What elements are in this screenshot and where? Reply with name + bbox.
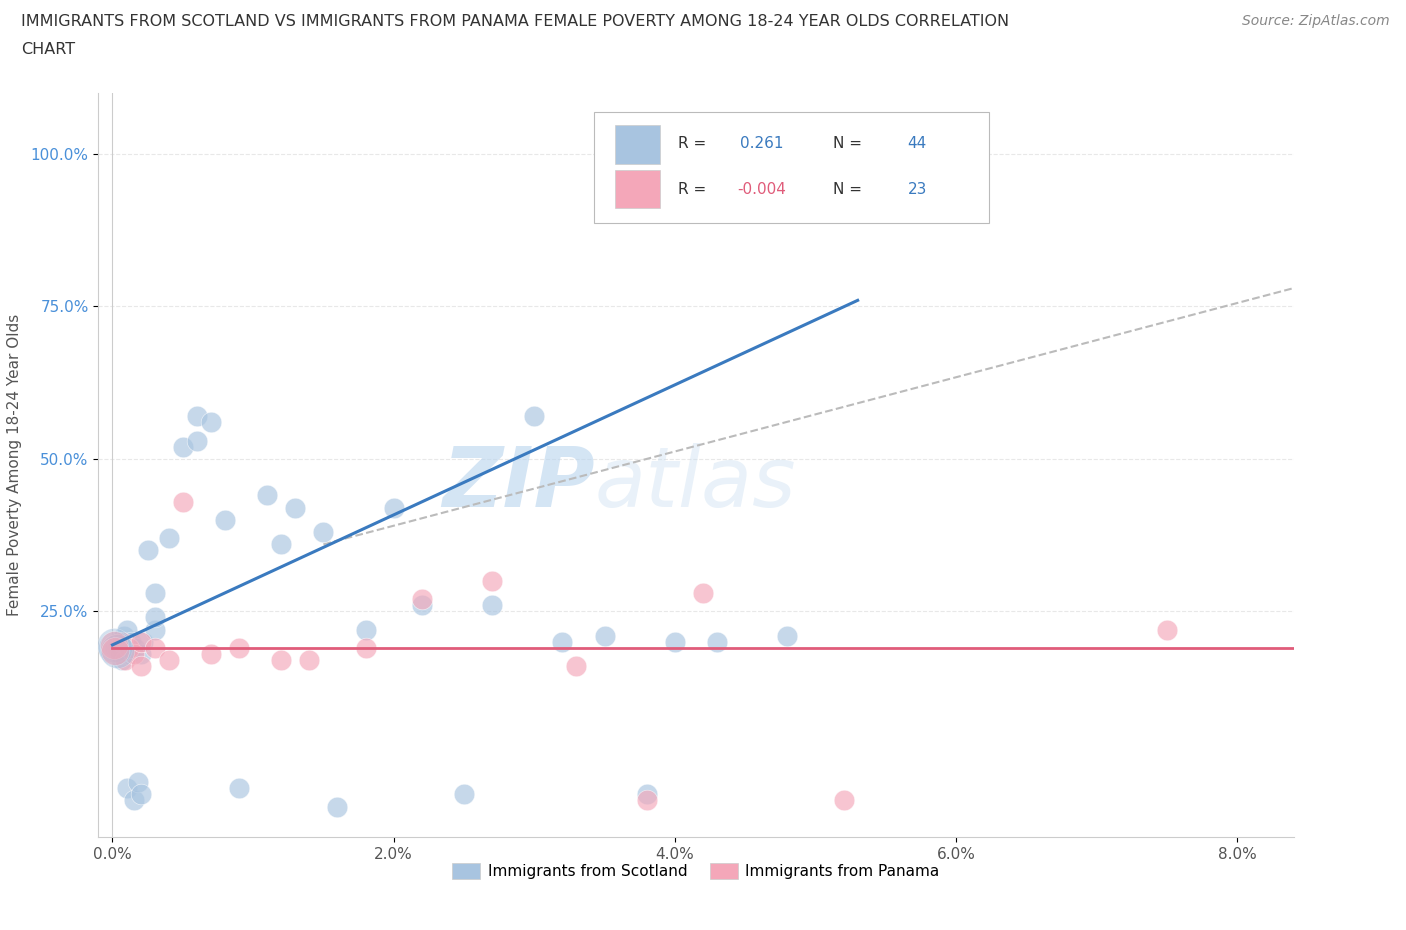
Point [108, 646, 131, 661]
Point [186, 409, 208, 424]
Point [110, 641, 132, 656]
Y-axis label: Female Poverty Among 18-24 Year Olds: Female Poverty Among 18-24 Year Olds [7, 314, 22, 617]
Legend: Immigrants from Scotland, Immigrants from Panama: Immigrants from Scotland, Immigrants fro… [446, 857, 946, 885]
Point [664, 634, 686, 649]
Point [481, 598, 503, 613]
Point [200, 646, 222, 661]
Point [143, 586, 166, 601]
Point [172, 494, 194, 509]
Point [411, 591, 433, 606]
Text: R =: R = [678, 136, 706, 151]
Point [636, 793, 658, 808]
Point [692, 586, 714, 601]
Point [132, 634, 155, 649]
Point [124, 641, 146, 656]
Point [228, 641, 250, 656]
Point [523, 409, 546, 424]
Point [593, 629, 616, 644]
Point [120, 634, 142, 649]
Text: 0.261: 0.261 [740, 136, 783, 151]
Point [312, 525, 335, 539]
Point [636, 787, 658, 802]
Point [129, 646, 152, 661]
Point [118, 646, 141, 661]
Text: N =: N = [834, 136, 862, 151]
Point [551, 634, 574, 649]
Point [284, 500, 307, 515]
FancyBboxPatch shape [595, 112, 988, 223]
Point [157, 653, 180, 668]
Point [114, 653, 136, 668]
Point [129, 634, 152, 649]
Point [136, 543, 159, 558]
Point [354, 622, 377, 637]
Point [270, 537, 292, 551]
Point [129, 658, 152, 673]
Text: atlas: atlas [595, 443, 796, 525]
Point [122, 793, 145, 808]
Point [157, 531, 180, 546]
Point [112, 629, 135, 644]
FancyBboxPatch shape [614, 125, 661, 164]
Point [105, 641, 128, 656]
Text: ZIP: ZIP [441, 443, 595, 525]
Point [143, 641, 166, 656]
Point [326, 799, 349, 814]
Point [832, 793, 855, 808]
Point [411, 598, 433, 613]
Text: Source: ZipAtlas.com: Source: ZipAtlas.com [1241, 14, 1389, 28]
Text: N =: N = [834, 182, 862, 197]
Point [104, 641, 127, 656]
Point [228, 781, 250, 796]
Point [107, 634, 129, 649]
Point [108, 646, 131, 661]
Point [111, 653, 134, 668]
Point [129, 787, 152, 802]
Text: IMMIGRANTS FROM SCOTLAND VS IMMIGRANTS FROM PANAMA FEMALE POVERTY AMONG 18-24 YE: IMMIGRANTS FROM SCOTLAND VS IMMIGRANTS F… [21, 14, 1010, 29]
Point [172, 439, 194, 454]
Point [200, 415, 222, 430]
Text: -0.004: -0.004 [737, 182, 786, 197]
Point [298, 653, 321, 668]
Point [115, 622, 138, 637]
Point [270, 653, 292, 668]
Text: 23: 23 [907, 182, 927, 197]
Point [186, 433, 208, 448]
Point [118, 641, 141, 656]
Point [105, 644, 128, 658]
Text: CHART: CHART [21, 42, 75, 57]
Point [104, 641, 127, 656]
Point [706, 634, 728, 649]
Point [115, 781, 138, 796]
Point [776, 629, 799, 644]
Point [453, 787, 475, 802]
Point [143, 610, 166, 625]
Point [104, 644, 127, 658]
Point [354, 641, 377, 656]
Point [103, 637, 125, 652]
Point [382, 500, 405, 515]
Point [127, 775, 149, 790]
Point [122, 646, 145, 661]
Point [103, 637, 125, 652]
Point [111, 634, 134, 649]
Text: R =: R = [678, 182, 706, 197]
Point [565, 658, 588, 673]
Text: 44: 44 [907, 136, 927, 151]
Point [481, 574, 503, 589]
Point [214, 512, 236, 527]
FancyBboxPatch shape [614, 169, 661, 208]
Point [143, 622, 166, 637]
Point [256, 488, 278, 503]
Point [1156, 622, 1178, 637]
